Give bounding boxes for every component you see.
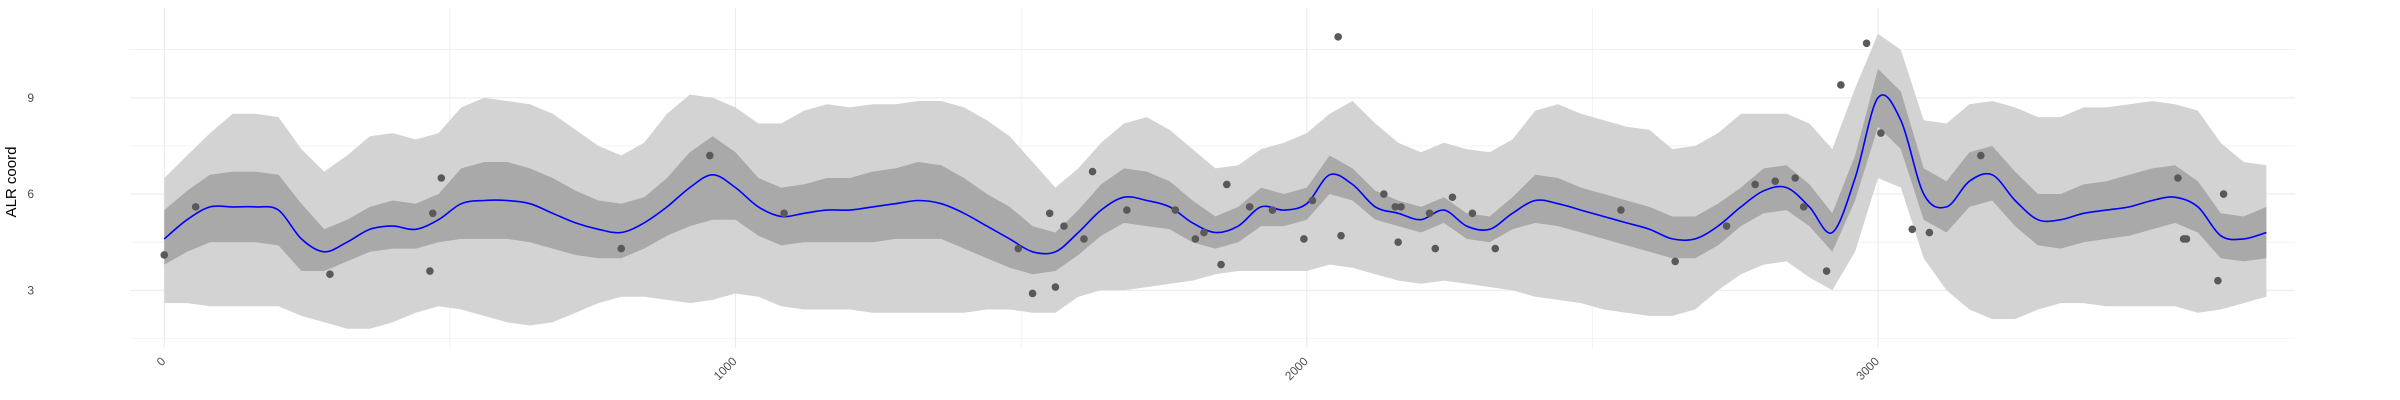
data-point bbox=[1791, 174, 1799, 182]
data-point bbox=[1722, 222, 1731, 230]
data-point bbox=[1045, 209, 1054, 218]
data-point bbox=[1491, 244, 1500, 253]
data-point bbox=[1334, 33, 1342, 41]
data-point bbox=[1837, 81, 1845, 89]
data-point bbox=[1337, 231, 1345, 240]
data-point bbox=[1448, 193, 1457, 202]
data-point bbox=[1200, 228, 1208, 237]
y-tick-label: 9 bbox=[27, 91, 34, 105]
data-point bbox=[326, 270, 334, 279]
data-point bbox=[1222, 180, 1231, 189]
y-tick-label: 3 bbox=[27, 283, 34, 297]
data-point bbox=[1394, 238, 1402, 246]
data-point bbox=[1088, 167, 1097, 176]
y-axis-ticks: 3 6 9 bbox=[27, 91, 34, 297]
mean-line-path bbox=[163, 94, 2267, 255]
data-point bbox=[1771, 177, 1779, 186]
data-point bbox=[1617, 206, 1625, 214]
data-point bbox=[2214, 276, 2222, 285]
y-tick-label: 6 bbox=[27, 187, 34, 201]
data-point bbox=[706, 151, 714, 160]
data-point bbox=[1123, 206, 1131, 214]
data-point bbox=[1060, 222, 1068, 230]
data-point bbox=[2174, 174, 2182, 182]
data-point bbox=[1391, 203, 1400, 211]
data-point bbox=[1300, 235, 1308, 243]
data-point bbox=[1822, 267, 1831, 275]
data-point bbox=[1080, 235, 1088, 243]
data-point bbox=[1051, 283, 1060, 291]
data-point bbox=[1014, 244, 1023, 253]
outer-band-area bbox=[164, 33, 2267, 329]
data-point bbox=[1799, 203, 1808, 211]
data-point bbox=[1977, 151, 1985, 160]
y-axis-title: ALR coord bbox=[3, 147, 20, 218]
data-point bbox=[1468, 209, 1477, 218]
data-point bbox=[1380, 190, 1388, 198]
mean-line bbox=[163, 94, 2267, 255]
data-point bbox=[1397, 203, 1405, 211]
data-point bbox=[1671, 257, 1680, 266]
data-point bbox=[437, 174, 446, 182]
inner-confidence-band bbox=[164, 68, 2267, 275]
data-point bbox=[1862, 39, 1871, 48]
observed-points bbox=[160, 33, 2228, 298]
outer-confidence-band bbox=[164, 33, 2267, 329]
data-point bbox=[1171, 206, 1180, 214]
data-point bbox=[1268, 206, 1277, 214]
data-point bbox=[160, 251, 169, 259]
data-point bbox=[426, 267, 434, 275]
data-point bbox=[1908, 225, 1917, 234]
data-point bbox=[2182, 235, 2191, 243]
data-point bbox=[1217, 260, 1225, 269]
data-point bbox=[1245, 203, 1254, 211]
data-point bbox=[428, 209, 437, 218]
data-point bbox=[1425, 209, 1434, 218]
data-point bbox=[1877, 129, 1885, 137]
data-point bbox=[1751, 180, 1759, 189]
data-point bbox=[1308, 196, 1317, 205]
inner-band-area bbox=[164, 68, 2267, 275]
data-point bbox=[1191, 235, 1200, 243]
data-point bbox=[1431, 244, 1440, 253]
data-point bbox=[617, 244, 626, 253]
data-point bbox=[191, 203, 200, 211]
data-point bbox=[780, 209, 788, 218]
data-point bbox=[1028, 289, 1037, 298]
data-point bbox=[2219, 190, 2228, 198]
data-point bbox=[1925, 228, 1934, 237]
